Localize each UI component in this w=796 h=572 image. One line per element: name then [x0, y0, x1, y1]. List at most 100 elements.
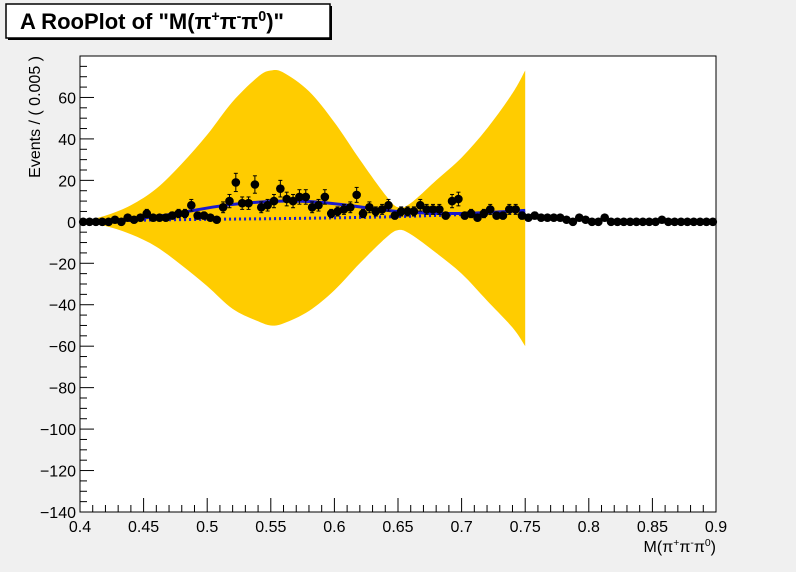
data-point-marker	[543, 213, 552, 222]
data-point-marker	[250, 180, 260, 189]
data-point-marker	[390, 211, 400, 220]
data-point-marker	[536, 213, 546, 222]
data-point-marker	[225, 196, 234, 206]
data-point-marker	[625, 217, 635, 227]
data-point	[244, 196, 253, 210]
data-point-marker	[644, 217, 654, 227]
data-point-marker	[352, 190, 361, 200]
error-band	[80, 69, 526, 347]
data-point-marker	[594, 217, 603, 227]
data-point-marker	[237, 198, 247, 208]
data-point-marker	[638, 217, 648, 227]
data-point-marker	[320, 192, 330, 202]
data-point	[180, 208, 190, 219]
data-point-marker	[301, 192, 311, 202]
data-point-marker	[193, 211, 202, 220]
data-point	[218, 201, 228, 214]
data-point-marker	[670, 217, 679, 227]
data-point-marker	[346, 203, 355, 212]
y-tick-label: 0	[67, 215, 76, 232]
data-point	[288, 193, 298, 209]
data-point	[390, 211, 400, 220]
data-point	[250, 175, 260, 194]
data-point-marker	[263, 200, 272, 210]
x-tick-label: 0.4	[69, 519, 91, 536]
data-point-marker	[466, 209, 476, 218]
data-point-marker	[511, 205, 520, 214]
data-point	[454, 191, 463, 207]
data-point-marker	[244, 198, 253, 208]
data-point-marker	[396, 207, 406, 216]
data-point-marker	[91, 217, 101, 227]
data-point-marker	[288, 196, 298, 206]
data-point	[212, 215, 222, 225]
data-point-marker	[295, 192, 304, 202]
y-axis-title: Events / ( 0.005 )	[27, 56, 44, 178]
data-point	[498, 211, 508, 220]
data-point	[600, 213, 609, 222]
data-point	[415, 198, 425, 212]
x-tick-label: 0.75	[510, 519, 541, 536]
data-point	[314, 198, 323, 212]
y-tick-label: −40	[49, 298, 76, 315]
data-point-marker	[664, 217, 673, 227]
axes: 0.4 0.45 0.5 0.55 0.6 0.65 0.7 0.75 0.8 0.85 0.9 −1…	[40, 65, 727, 536]
y-tick-label: 20	[58, 173, 76, 190]
data-point-marker	[180, 209, 190, 218]
data-point	[187, 198, 196, 212]
data-point-marker	[454, 194, 463, 204]
data-point	[435, 203, 444, 215]
data-point	[193, 211, 202, 220]
title-box: A RooPlot of "M(π+π-π0)"	[5, 3, 332, 40]
data-point	[447, 193, 457, 209]
data-point-marker	[689, 217, 699, 227]
data-point-marker	[479, 209, 489, 218]
x-tick-label: 0.9	[705, 519, 727, 536]
data-point	[365, 201, 374, 214]
data-point-marker	[568, 217, 578, 227]
data-point	[511, 203, 520, 215]
y-tick-label: −140	[40, 505, 76, 522]
data-point-marker	[702, 217, 711, 227]
data-point	[708, 217, 718, 227]
data-point	[231, 172, 241, 193]
x-tick-label: 0.6	[323, 519, 345, 536]
data-point	[384, 198, 393, 212]
x-tick-label: 0.85	[637, 519, 668, 536]
data-point	[473, 213, 482, 222]
data-point-marker	[377, 205, 387, 214]
data-point-marker	[358, 209, 368, 218]
data-point	[403, 206, 412, 217]
data-point	[543, 213, 552, 222]
x-tick-label: 0.45	[128, 519, 159, 536]
data-point	[594, 217, 603, 227]
data-point-marker	[492, 211, 501, 220]
data-point-marker	[276, 184, 285, 193]
data-point	[276, 179, 285, 198]
data-point	[320, 189, 330, 205]
data-point	[396, 206, 406, 217]
data-point	[117, 217, 126, 227]
x-axis-title: M(π+π-π0)	[644, 538, 716, 556]
data-point-marker	[428, 205, 438, 214]
x-tick-label: 0.8	[578, 519, 600, 536]
data-point-marker	[683, 217, 692, 227]
data-point-marker	[97, 217, 107, 227]
data-point-marker	[117, 217, 126, 227]
data-point-marker	[384, 200, 393, 210]
data-point	[441, 211, 451, 220]
x-tick-label: 0.55	[255, 519, 286, 536]
data-point-marker	[619, 217, 629, 227]
data-point-marker	[505, 205, 514, 214]
y-tick-label: 60	[58, 90, 76, 107]
y-tick-label: −20	[49, 256, 76, 273]
x-tick-label: 0.5	[196, 519, 218, 536]
title-box-shadow-side	[330, 6, 332, 40]
data-point-marker	[695, 217, 705, 227]
data-point	[485, 203, 495, 215]
data-point-marker	[485, 205, 495, 214]
data-point-marker	[422, 205, 431, 214]
y-tick-label: −60	[49, 339, 76, 356]
data-point	[377, 203, 387, 215]
data-point-marker	[148, 213, 158, 222]
